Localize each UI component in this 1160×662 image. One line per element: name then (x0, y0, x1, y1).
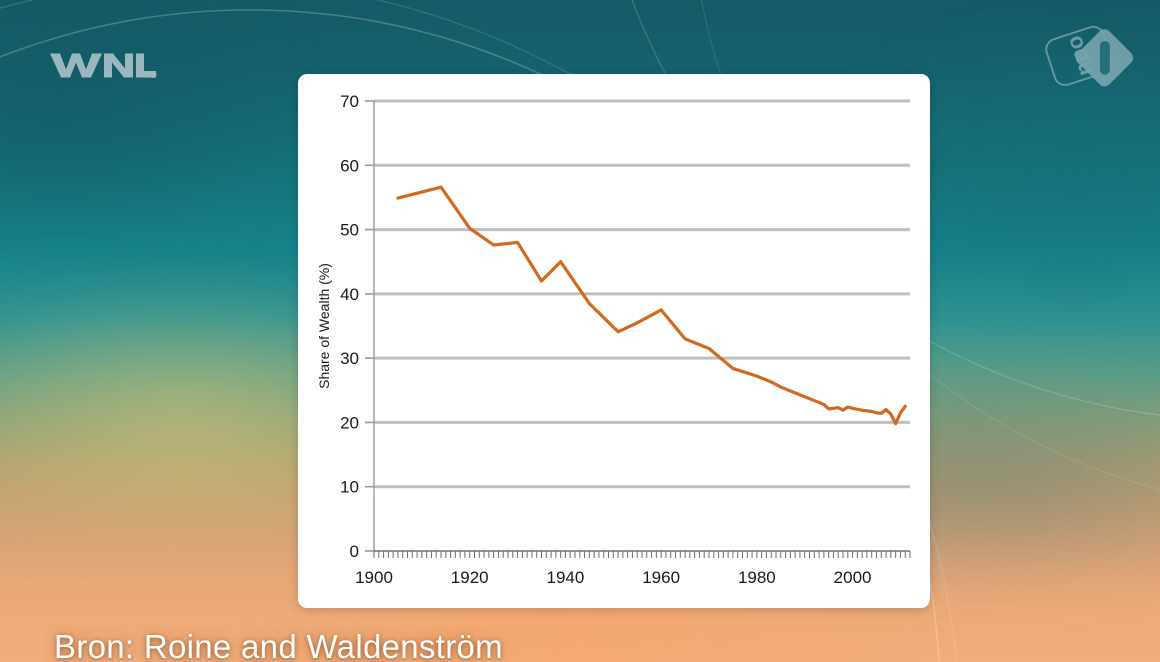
npo-1-logo: npo (1045, 25, 1134, 87)
x-tick-label: 2000 (834, 568, 872, 587)
y-tick-label: 10 (340, 478, 359, 497)
y-tick-label: 60 (340, 156, 359, 175)
x-tick-label: 1900 (355, 568, 393, 587)
y-tick-label: 40 (340, 285, 359, 304)
y-tick-label: 20 (340, 413, 359, 432)
y-tick-label: 50 (340, 221, 359, 240)
gridlines-group (374, 99, 910, 489)
x-tick-label: 1920 (451, 568, 489, 587)
y-axis-tick-marks (365, 100, 374, 552)
y-axis-tick-labels: 0 10 20 30 40 50 60 70 (340, 92, 359, 561)
source-caption: Bron: Roine and Waldenström (54, 628, 503, 662)
y-tick-label: 0 (350, 542, 359, 561)
x-tick-label: 1980 (738, 568, 776, 587)
x-tick-label: 1940 (547, 568, 585, 587)
y-tick-label: 30 (340, 349, 359, 368)
wnl-logo (50, 53, 157, 78)
channel-number-one (1099, 41, 1110, 75)
wealth-share-series-line (396, 185, 907, 426)
y-tick-label: 70 (340, 92, 359, 111)
chart-card: 0 10 20 30 40 50 60 70 1900 1920 1940 1960 1980 2000… (298, 74, 930, 608)
wealth-share-line-chart: 0 10 20 30 40 50 60 70 1900 1920 1940 1960 1980 2000… (316, 92, 911, 587)
y-axis-title: Share of Wealth (%) (316, 263, 332, 389)
x-axis-tick-labels: 1900 1920 1940 1960 1980 2000 (355, 568, 871, 587)
x-axis-minor-ticks (373, 551, 911, 558)
x-tick-label: 1960 (642, 568, 680, 587)
